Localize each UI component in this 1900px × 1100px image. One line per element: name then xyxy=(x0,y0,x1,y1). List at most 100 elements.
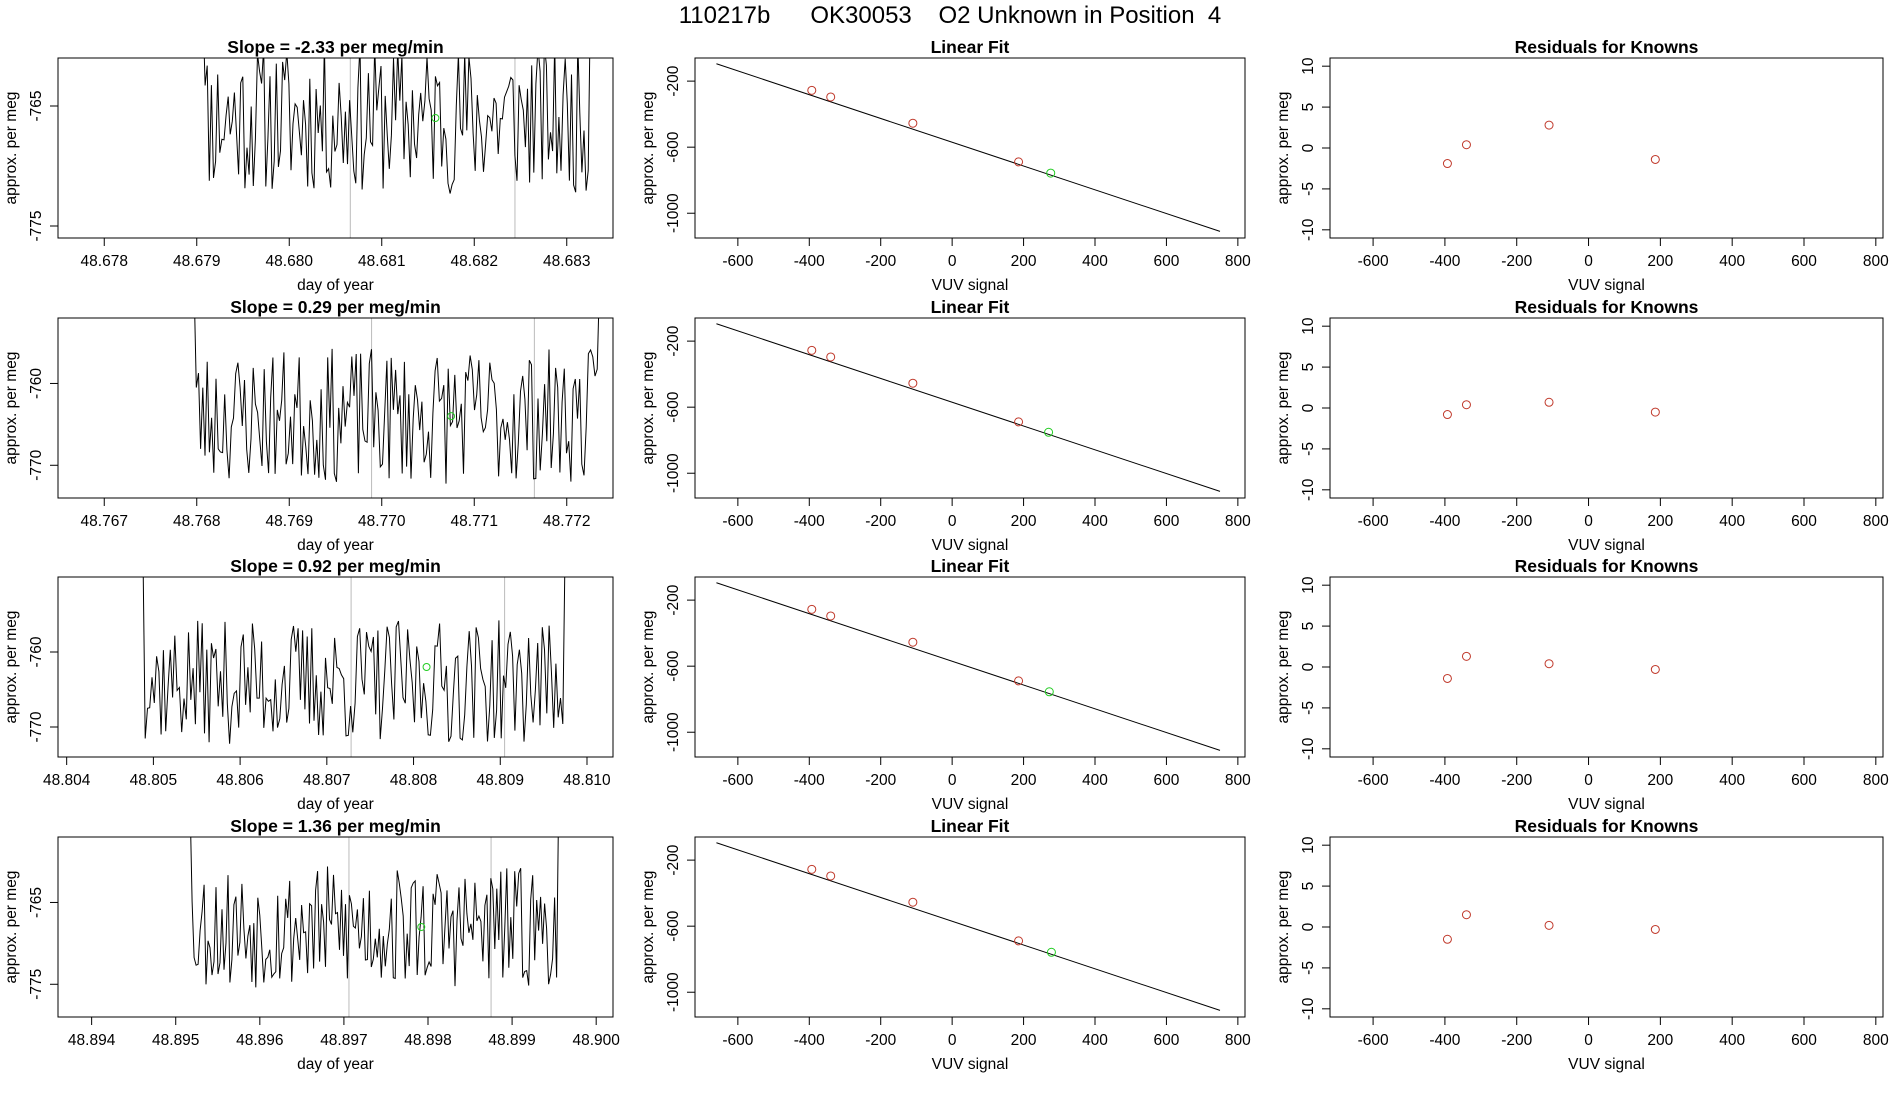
x-tick-label: -600 xyxy=(722,772,753,789)
x-tick-label: 48.808 xyxy=(390,772,437,789)
panel-1-1: Slope = -2.33 per meg/min day of year appr… xyxy=(3,37,614,294)
x-tick-label: -400 xyxy=(1429,253,1460,270)
x-tick-label: 48.768 xyxy=(173,513,220,530)
y-tick-label: -760 xyxy=(28,368,45,399)
unknown-sample-point xyxy=(422,663,431,671)
unknown-point xyxy=(1044,427,1054,437)
x-tick-label: 400 xyxy=(1082,772,1108,789)
known-point xyxy=(826,611,836,621)
plot-area xyxy=(1442,397,1660,420)
plot-area xyxy=(1442,651,1660,683)
y-tick-label: -775 xyxy=(28,969,45,1000)
known-point xyxy=(807,604,817,614)
known-point xyxy=(1014,936,1024,946)
x-tick-label: 0 xyxy=(1584,513,1593,530)
x-tick-label: 0 xyxy=(948,513,957,530)
panel-title: Slope = -2.33 per meg/min xyxy=(227,37,443,57)
panel-2-3: Residuals for Knowns VUV signal approx. pe… xyxy=(1275,297,1889,554)
panel-title: Residuals for Knowns xyxy=(1515,816,1699,836)
fit-line xyxy=(716,842,1221,1011)
x-tick-label: 400 xyxy=(1719,1032,1745,1049)
residual-point xyxy=(1650,664,1660,674)
x-tick-label: 48.810 xyxy=(563,772,611,789)
x-tick-label: 48.681 xyxy=(358,253,405,270)
x-tick-label: 48.896 xyxy=(236,1032,283,1049)
plot-area xyxy=(142,577,566,757)
x-tick-label: 600 xyxy=(1153,253,1179,270)
panel-title: Residuals for Knowns xyxy=(1515,37,1699,57)
residual-point xyxy=(1544,397,1554,407)
panel-4-3: Residuals for Knowns VUV signal approx. pe… xyxy=(1275,816,1889,1073)
plot-area xyxy=(1442,910,1660,944)
residual-point xyxy=(1544,120,1554,130)
plot-frame xyxy=(57,317,614,499)
x-axis-label: VUV signal xyxy=(932,796,1009,813)
panel-title: Linear Fit xyxy=(931,297,1010,317)
x-tick-label: 48.805 xyxy=(130,772,177,789)
residual-point xyxy=(1650,924,1660,934)
y-axis-label: approx. per meg xyxy=(1275,611,1292,724)
plot-area xyxy=(194,318,600,498)
x-tick-label: 200 xyxy=(1011,772,1037,789)
x-axis-label: day of year xyxy=(297,1056,374,1073)
x-tick-label: -200 xyxy=(1501,513,1532,530)
plot-frame xyxy=(694,836,1246,1018)
y-tick-label: -10 xyxy=(1300,997,1317,1020)
y-tick-label: -5 xyxy=(1300,182,1317,196)
y-tick-label: -1000 xyxy=(665,712,682,752)
y-tick-label: -5 xyxy=(1300,442,1317,456)
known-point xyxy=(1014,417,1024,427)
x-tick-label: 200 xyxy=(1647,513,1673,530)
y-axis-label: approx. per meg xyxy=(3,611,20,724)
plot-frame xyxy=(1329,836,1884,1018)
y-tick-label: -5 xyxy=(1300,701,1317,715)
x-tick-label: 48.680 xyxy=(266,253,314,270)
plot-area xyxy=(716,63,1221,232)
x-tick-label: -600 xyxy=(1358,513,1389,530)
x-axis-label: day of year xyxy=(297,796,374,813)
x-tick-label: 0 xyxy=(1584,772,1593,789)
x-tick-label: 0 xyxy=(1584,253,1593,270)
residual-point xyxy=(1461,910,1471,920)
x-tick-label: 400 xyxy=(1719,253,1745,270)
y-tick-label: -760 xyxy=(28,636,45,667)
x-tick-label: 48.894 xyxy=(68,1032,116,1049)
x-tick-label: 0 xyxy=(948,1032,957,1049)
fit-line xyxy=(716,582,1221,751)
y-tick-label: -5 xyxy=(1300,961,1317,975)
y-tick-label: -770 xyxy=(28,449,45,480)
x-tick-label: 48.769 xyxy=(266,513,313,530)
y-tick-label: -200 xyxy=(665,65,682,96)
x-tick-label: -400 xyxy=(794,1032,825,1049)
y-axis-label: approx. per meg xyxy=(3,871,20,984)
x-tick-label: -200 xyxy=(1501,253,1532,270)
x-axis-label: day of year xyxy=(297,537,374,554)
x-tick-label: 800 xyxy=(1863,772,1889,789)
unknown-point xyxy=(1046,947,1056,957)
x-tick-label: -400 xyxy=(794,772,825,789)
y-tick-label: -1000 xyxy=(665,193,682,233)
y-tick-label: -600 xyxy=(665,650,682,681)
x-tick-label: -400 xyxy=(794,253,825,270)
y-tick-label: 5 xyxy=(1300,882,1317,891)
plot-frame xyxy=(57,836,614,1018)
panel-4-2: Linear Fit VUV signal approx. per meg -600 -… xyxy=(640,816,1251,1073)
x-tick-label: -600 xyxy=(1358,253,1389,270)
panel-title: Linear Fit xyxy=(931,556,1010,576)
residual-point xyxy=(1650,407,1660,417)
x-tick-label: 400 xyxy=(1082,253,1108,270)
y-axis-label: approx. per meg xyxy=(1275,92,1292,205)
y-tick-label: -200 xyxy=(665,844,682,875)
x-tick-label: 48.809 xyxy=(477,772,524,789)
unknown-sample-point xyxy=(431,114,440,122)
known-point xyxy=(908,897,918,907)
x-tick-label: -400 xyxy=(1429,772,1460,789)
y-tick-label: -200 xyxy=(665,584,682,615)
known-point xyxy=(807,85,817,95)
panel-title: Linear Fit xyxy=(931,37,1010,57)
x-tick-label: -400 xyxy=(1429,1032,1460,1049)
residual-point xyxy=(1650,154,1660,164)
y-tick-label: -765 xyxy=(28,90,45,121)
x-tick-label: 600 xyxy=(1153,513,1179,530)
